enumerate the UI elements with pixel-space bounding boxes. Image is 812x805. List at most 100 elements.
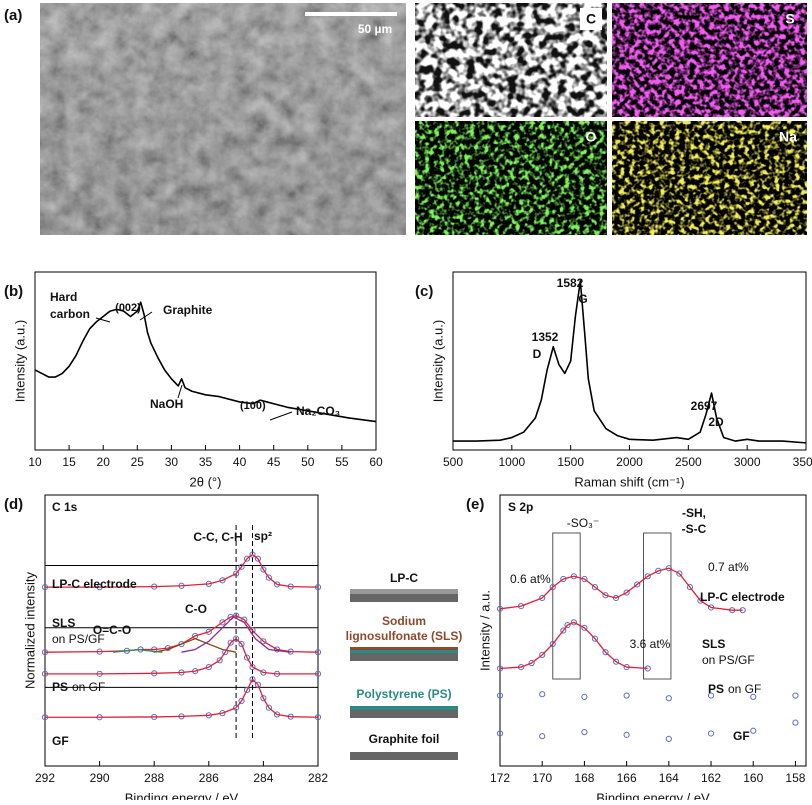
panel-label: (e) [466, 496, 484, 513]
plot-frame [34, 271, 377, 451]
annotation: -S-C [682, 522, 707, 536]
x-tick-label: 284 [253, 771, 273, 785]
series-line [499, 567, 743, 611]
annotation: C 1s [52, 500, 78, 514]
x-tick-label: 60 [369, 455, 383, 469]
series-line [45, 553, 319, 588]
data-point [249, 551, 256, 558]
map-c-texture [415, 3, 607, 117]
data-point [254, 555, 262, 562]
layer [350, 706, 458, 710]
x-axis-label: 2θ (°) [190, 474, 222, 489]
annotation: (002) [115, 302, 141, 314]
y-axis-label: Normalized intensity [22, 571, 37, 689]
annotation: on GF [72, 680, 105, 694]
layer [350, 594, 458, 602]
data-point [178, 640, 185, 648]
x-tick-label: 25 [131, 455, 145, 469]
annotation: -SH, [682, 506, 706, 520]
annotation: G [578, 292, 587, 306]
map-s-texture [612, 3, 807, 117]
data-point [222, 649, 229, 656]
panel-label: (d) [4, 496, 23, 513]
panel-label: (b) [4, 283, 23, 300]
x-tick-label: 2500 [675, 455, 702, 469]
x-tick-label: 1000 [498, 455, 525, 469]
x-tick-label: 282 [308, 771, 328, 785]
data-point [249, 663, 256, 671]
data-point [496, 730, 504, 737]
data-point [238, 697, 245, 705]
map-o-texture [415, 121, 607, 235]
data-point [549, 584, 556, 591]
data-point [260, 566, 267, 573]
data-point [539, 594, 546, 602]
annotation: (100) [240, 400, 266, 412]
schematic-label: LP-C [390, 571, 418, 585]
annotation: LP-C electrode [52, 577, 137, 591]
annotation: GF [52, 734, 69, 748]
annotation: S 2p [508, 500, 533, 514]
annotation: LP-C electrode [700, 590, 785, 604]
x-tick-label: 45 [267, 455, 281, 469]
x-tick-label: 30 [165, 455, 179, 469]
x-tick-label: 158 [785, 771, 805, 785]
annotation: Graphite [163, 303, 213, 317]
arrow [95, 317, 111, 323]
reference-range [643, 532, 672, 680]
x-tick-label: 164 [659, 771, 679, 785]
data-point [644, 573, 651, 580]
data-point [676, 570, 683, 577]
annotation: on PS/GF [702, 653, 755, 667]
series-line [453, 280, 807, 444]
x-axis-label: Binding energy / eV [596, 790, 710, 800]
map-na-texture [612, 121, 807, 235]
map-label: O [586, 129, 597, 145]
data-point [602, 649, 609, 656]
sem-texture [40, 3, 406, 235]
series-line [154, 637, 237, 653]
x-tick-label: 170 [532, 771, 552, 785]
data-point [792, 719, 799, 726]
data-point [750, 727, 757, 734]
data-point [560, 627, 567, 634]
map-label: C [586, 11, 596, 27]
x-tick-label: 292 [35, 771, 55, 785]
x-tick-label: 3000 [734, 455, 761, 469]
data-point [539, 733, 546, 740]
x-tick-label: 168 [574, 771, 594, 785]
data-point [219, 619, 226, 626]
annotation: Na₂CO₃ [296, 404, 340, 418]
data-point [528, 659, 535, 667]
x-tick-label: 286 [199, 771, 219, 785]
layer [350, 650, 458, 653]
data-point [260, 695, 267, 702]
annotation: sp² [254, 529, 272, 543]
annotation: -SO₃⁻ [567, 516, 600, 530]
map-label-bg [580, 8, 602, 30]
data-point [243, 687, 251, 694]
schematic: LP-C Sodium lignosulfonate (SLS) Polysty… [346, 571, 463, 760]
data-point [623, 731, 630, 738]
data-point [591, 584, 599, 591]
x-axis-label: Raman shift (cm⁻¹) [574, 474, 684, 489]
plot-frame [452, 271, 807, 451]
data-point [238, 563, 245, 570]
series-line [45, 637, 318, 675]
panel-label: (c) [415, 283, 433, 300]
data-point [260, 638, 267, 645]
layer [350, 647, 458, 650]
schematic-label: lignosulfonate (SLS) [346, 629, 463, 643]
panel-label: (a) [4, 7, 22, 24]
data-point [549, 640, 556, 648]
data-point [205, 628, 212, 635]
data-point [750, 693, 757, 700]
data-point [686, 584, 694, 591]
data-point [539, 651, 546, 658]
data-point [570, 619, 577, 626]
series-line [181, 616, 291, 653]
data-point [623, 692, 630, 699]
x-tick-label: 50 [301, 455, 315, 469]
layer [350, 710, 458, 718]
